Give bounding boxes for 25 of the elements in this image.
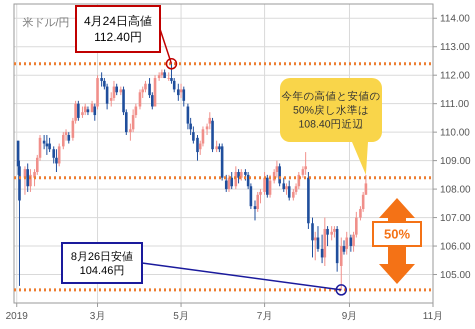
y-tick-label: 109.00 [440,156,472,168]
x-tick-label: 5月 [173,311,189,322]
y-tick-label: 110.00 [440,128,470,139]
annotation: 4月24日高値 112.40円 [75,5,161,53]
x-tick-label: 7月 [256,311,272,322]
annotation: 今年の高値と安値の 50%戻し水準は 108.40円近辺 [280,78,382,175]
y-tick-label: 105.00 [440,270,472,282]
annotation: 8月26日安値 104.46円 [61,242,143,284]
x-tick-label: 9月 [342,311,358,322]
x-tick-label: 2019 [6,311,28,322]
y-tick-label: 108.00 [440,184,472,196]
annotation: 50% [384,226,410,242]
annotation: 米ドル/円 [22,16,70,29]
y-tick-label: 112.00 [440,70,470,82]
y-tick-label: 114.00 [440,14,470,25]
x-tick-label: 11月 [422,311,444,322]
annotation: 今年の高値と安値の 50%戻し水準は 108.40円近辺 [282,90,380,131]
y-tick-label: 107.00 [440,213,472,224]
annotation: 8月26日安値 104.46円 [70,250,134,277]
annotation: 4月24日高値 112.40円 [84,14,152,44]
annotation: 50% [372,198,422,284]
y-tick-label: 106.00 [440,242,472,253]
y-tick-label: 113.00 [440,42,470,54]
y-tick-label: 111.00 [440,99,470,110]
x-tick-label: 3月 [90,311,106,322]
